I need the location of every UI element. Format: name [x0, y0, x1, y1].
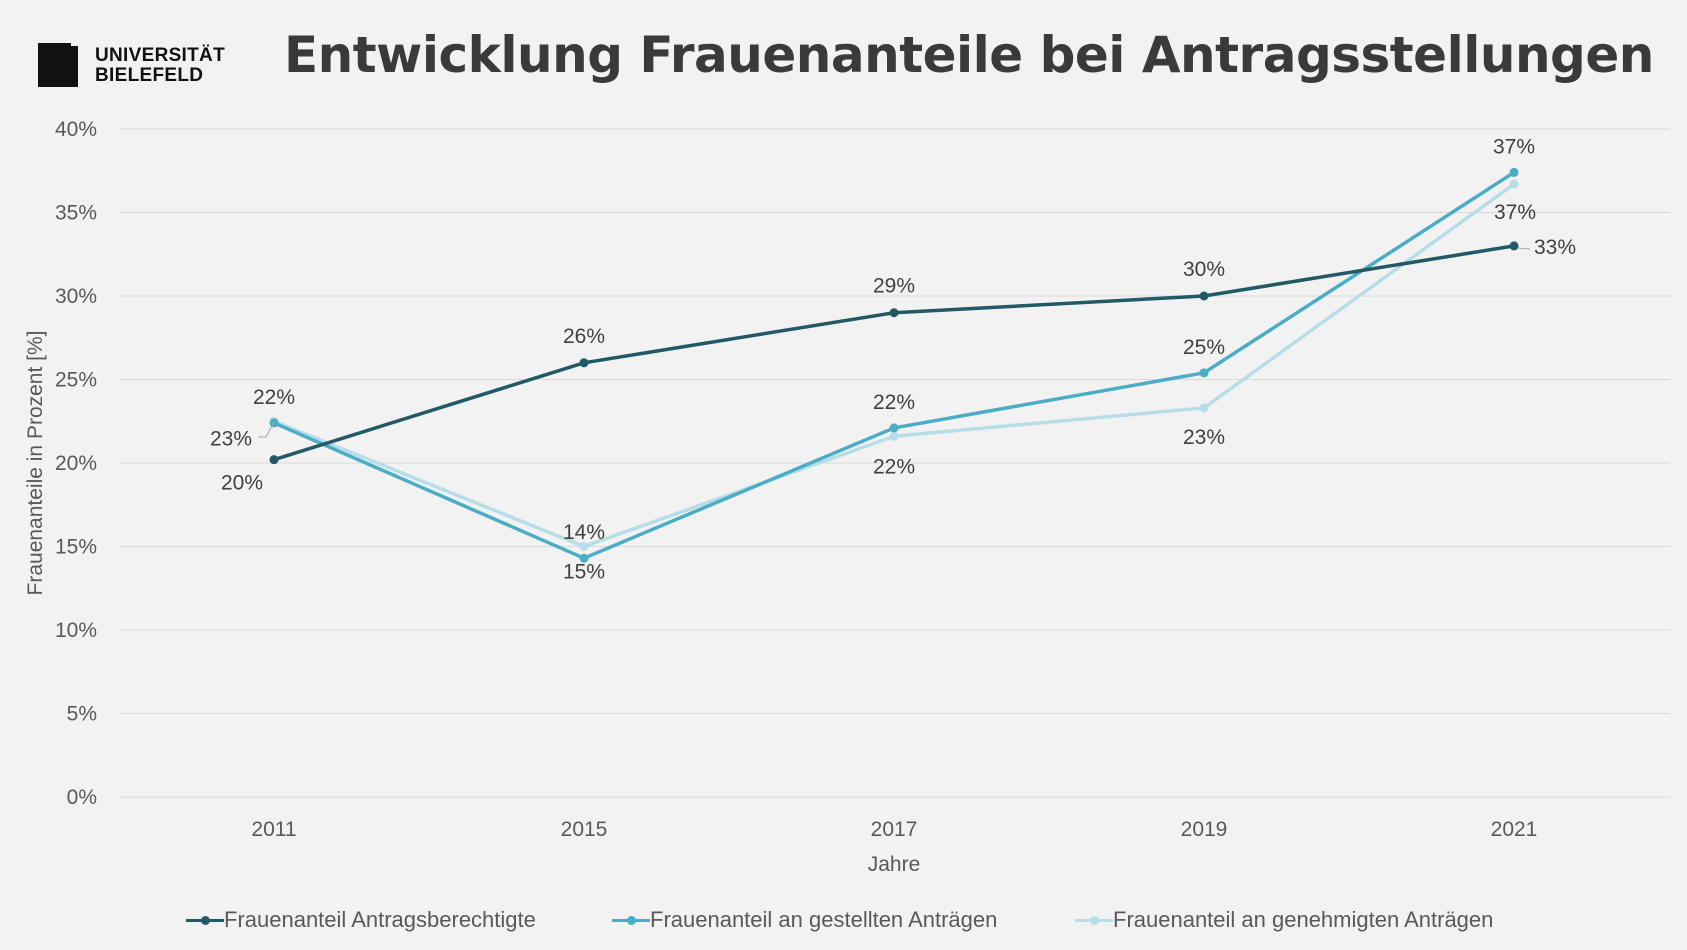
university-logo: UNIVERSITÄT BIELEFELD	[38, 43, 238, 89]
logo-line-1: UNIVERSITÄT	[95, 45, 225, 66]
series-2	[269, 167, 1519, 563]
gridlines	[119, 128, 1670, 798]
logo-line-2: BIELEFELD	[95, 65, 204, 86]
y-axis-title: Frauenanteile in Prozent [%]	[24, 331, 47, 596]
data-labels: 20%26%29%30%33%22%14%22%25%37%23%15%22%2…	[210, 135, 1576, 583]
data-label: 29%	[873, 275, 915, 298]
data-point	[889, 431, 899, 441]
x-tick-label: 2019	[1181, 818, 1228, 841]
y-tick-label: 10%	[55, 619, 97, 642]
data-label: 22%	[873, 391, 915, 414]
data-point	[269, 455, 279, 465]
x-axis-title: Jahre	[868, 853, 921, 876]
y-tick-label: 25%	[55, 369, 97, 392]
data-label: 22%	[873, 455, 915, 478]
data-label: 14%	[563, 521, 605, 544]
data-label: 20%	[221, 472, 263, 495]
legend-item: Frauenanteil an gestellten Anträgen	[612, 905, 997, 935]
series-line	[273, 182, 1516, 549]
data-point	[1509, 167, 1519, 177]
data-label: 37%	[1493, 135, 1535, 158]
data-label: 25%	[1183, 336, 1225, 359]
legend-marker	[627, 916, 636, 925]
x-tick-label: 2017	[871, 818, 918, 841]
leader-line	[258, 421, 275, 438]
y-tick-label: 40%	[55, 118, 97, 141]
x-tick-label: 2015	[561, 818, 608, 841]
y-tick-label: 0%	[67, 786, 97, 809]
logo-text: UNIVERSITÄT BIELEFELD	[95, 46, 225, 86]
data-point	[1199, 368, 1209, 378]
legend: Frauenanteil Antragsberechtigte Frauenant…	[0, 905, 1687, 935]
data-point	[1199, 403, 1209, 413]
y-tick-label: 35%	[55, 202, 97, 225]
legend-item: Frauenanteil Antragsberechtigte	[186, 905, 536, 935]
data-label: 37%	[1494, 201, 1536, 224]
legend-key	[612, 905, 650, 935]
data-point	[1199, 291, 1209, 301]
data-label: 15%	[563, 561, 605, 584]
data-point	[579, 542, 589, 551]
series	[269, 167, 1519, 563]
data-point	[1509, 241, 1519, 251]
data-label: 23%	[210, 427, 252, 450]
chart-title: Entwicklung Frauenanteile bei Antragsste…	[284, 26, 1654, 84]
y-tick-label: 15%	[55, 536, 97, 559]
x-tick-label: 2011	[251, 818, 296, 841]
data-label: 26%	[563, 325, 605, 348]
data-label: 23%	[1183, 426, 1225, 449]
data-point	[579, 553, 589, 563]
legend-label: Frauenanteil an genehmigten Anträgen	[1113, 907, 1494, 932]
data-point	[579, 358, 589, 368]
series-line	[273, 170, 1515, 560]
legend-item: Frauenanteil an genehmigten Anträgen	[1075, 905, 1493, 935]
series-3	[269, 179, 1519, 551]
y-tick-label: 30%	[55, 285, 97, 308]
x-axis-ticks: 2011 2015 2017 2019 2021	[251, 818, 1537, 841]
x-tick-label: 2021	[1491, 818, 1538, 841]
data-label: 33%	[1534, 236, 1576, 259]
legend-label: Frauenanteil Antragsberechtigte	[224, 907, 536, 932]
logo-mark-icon	[38, 43, 78, 87]
data-label: 30%	[1183, 258, 1225, 281]
y-tick-label: 5%	[67, 703, 97, 726]
leader-line	[1517, 247, 1531, 250]
data-point	[889, 308, 899, 318]
legend-key	[1075, 905, 1113, 935]
legend-key	[186, 905, 224, 935]
y-axis-ticks: 0% 5% 10% 15% 20% 25% 30% 35% 40%	[55, 118, 97, 809]
data-label: 22%	[253, 386, 295, 409]
data-point	[1509, 179, 1519, 189]
y-tick-label: 20%	[55, 452, 97, 475]
legend-marker	[201, 916, 210, 925]
line-chart: 0%5%10%15%20%25%30%35%40% 2011 2015 2017 20…	[24, 118, 1670, 876]
data-point	[889, 423, 899, 433]
series-1	[269, 241, 1519, 465]
legend-marker	[1090, 916, 1099, 925]
legend-label: Frauenanteil an gestellten Anträgen	[650, 907, 998, 932]
